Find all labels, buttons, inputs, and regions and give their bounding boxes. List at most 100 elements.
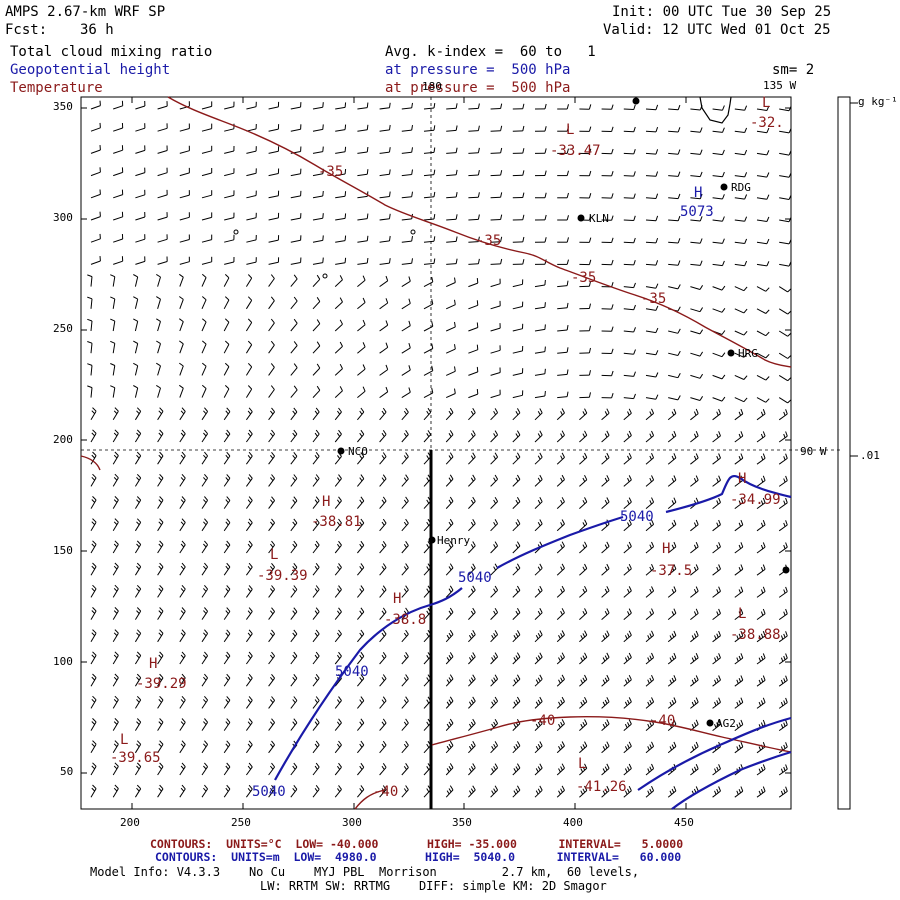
- extremum-letter: H: [393, 591, 402, 607]
- extremum-letter: L: [762, 95, 771, 111]
- init-time: Init: 00 UTC Tue 30 Sep 25: [612, 4, 832, 20]
- field-cloud-mixing: Total cloud mixing ratio: [10, 44, 213, 60]
- y-tick-label: 250: [53, 322, 73, 335]
- x-tick-label: 400: [563, 816, 583, 829]
- height-label: 5040: [458, 570, 492, 586]
- extremum-value: -39.39: [257, 568, 308, 584]
- temp-label: -40: [650, 713, 676, 729]
- height-contour-info: CONTOURS: UNITS=m LOW= 4980.0 HIGH= 5040…: [155, 850, 682, 864]
- station-label-nco: NCO: [348, 445, 368, 458]
- y-tick-label: 50: [60, 765, 74, 778]
- model-title: AMPS 2.67-km WRF SP: [5, 4, 166, 20]
- temperature-contour-info: CONTOURS: UNITS=°C LOW= -40.000 HIGH= -3…: [150, 837, 684, 851]
- x-tick-label: 250: [231, 816, 251, 829]
- station-label-henry: Henry: [437, 534, 471, 547]
- station-dot-hrg: [727, 349, 735, 357]
- temp-contour-minus35: [167, 96, 792, 368]
- temp-label: -40: [373, 784, 399, 800]
- temp-label: -35: [571, 270, 597, 286]
- temp-label: -40: [530, 713, 556, 729]
- temp-contour-edge: [80, 455, 101, 471]
- station-dot-kln: [577, 214, 585, 222]
- station-dot-top: [632, 97, 640, 105]
- colorbar-value: .01: [860, 449, 880, 462]
- extremum-value: -37.5: [650, 563, 693, 579]
- station-dot-ag2: [706, 719, 714, 727]
- extremum-letter: H: [694, 185, 703, 201]
- x-tick-label: 350: [452, 816, 472, 829]
- station-label-kln: KLN: [589, 212, 609, 225]
- temp-label: -35: [641, 291, 667, 307]
- physics-info: LW: RRTM SW: RRTMG DIFF: simple KM: 2D S…: [260, 879, 607, 893]
- extremum-letter: L: [566, 122, 575, 138]
- temp-label: -35: [318, 164, 344, 180]
- station-label-hrg: HRG: [738, 347, 758, 360]
- station-label-rdg: RDG: [731, 181, 751, 194]
- meridian-135w-label: 135 W: [763, 79, 797, 92]
- extremum-letter: L: [578, 756, 587, 772]
- calm-wind-marker: [322, 273, 328, 279]
- calm-wind-marker: [233, 229, 239, 235]
- extremum-letter: L: [270, 547, 279, 563]
- height-contour-5040-b: [496, 515, 624, 569]
- x-tick-label: 200: [120, 816, 140, 829]
- field-cloud-level: Avg. k-index = 60 to 1: [385, 44, 596, 60]
- coastline: [699, 96, 732, 124]
- forecast-hour: 36 h: [80, 22, 114, 38]
- temp-contour-minus40-b: [354, 789, 386, 810]
- extremum-value: 5073: [680, 204, 714, 220]
- station-dot-edge: [782, 566, 790, 574]
- extremum-value: -39.65: [110, 750, 161, 766]
- extremum-letter: L: [120, 732, 129, 748]
- y-tick-label: 300: [53, 211, 73, 224]
- extremum-value: -33.47: [550, 143, 601, 159]
- smoothing-label: sm= 2: [772, 62, 815, 78]
- temperature-contours: [80, 96, 792, 810]
- temp-label: -35: [476, 233, 502, 249]
- field-temperature-level: at pressure = 500 hPa: [385, 80, 571, 96]
- y-tick-label: 350: [53, 100, 73, 113]
- extremum-value: -38.8: [384, 612, 427, 628]
- field-geopotential: Geopotential height: [10, 62, 171, 78]
- colorbar-frame: [837, 96, 851, 810]
- valid-time: Valid: 12 UTC Wed 01 Oct 25: [603, 22, 831, 38]
- station-label-ag2: AG2: [716, 717, 736, 730]
- extremum-value: -41.26: [576, 779, 627, 795]
- extremum-value: -32.: [750, 115, 784, 131]
- height-contour-5040: [274, 587, 463, 781]
- extremum-value: -38.81: [311, 514, 362, 530]
- forecast-label: Fcst:: [5, 22, 48, 38]
- meridian-180-label: 180: [422, 80, 442, 93]
- height-contour-4980-b: [671, 750, 792, 810]
- calm-wind-marker: [410, 229, 416, 235]
- height-contour-4980: [637, 716, 792, 791]
- height-contour-5040-c: [665, 474, 792, 514]
- extremum-letter: H: [149, 656, 158, 672]
- extremum-value: -38.88: [730, 627, 781, 643]
- y-tick-label: 150: [53, 544, 73, 557]
- x-tick-label: 300: [342, 816, 362, 829]
- temp-contour-minus40: [431, 716, 792, 753]
- y-tick-label: 200: [53, 433, 73, 446]
- extremum-value: -39.29: [136, 676, 187, 692]
- extremum-letter: H: [738, 471, 747, 487]
- extremum-letter: L: [738, 606, 747, 622]
- meridian-90w-label: 90 W: [800, 445, 827, 458]
- extremum-letter: H: [322, 494, 331, 510]
- field-temperature: Temperature: [10, 80, 103, 96]
- height-label: 5040: [620, 509, 654, 525]
- field-geopotential-level: at pressure = 500 hPa: [385, 62, 571, 78]
- extremum-value: -34.99: [730, 492, 781, 508]
- y-tick-label: 100: [53, 655, 73, 668]
- model-info: Model Info: V4.3.3 No Cu MYJ PBL Morriso…: [90, 865, 640, 879]
- plot-frame: [80, 96, 792, 810]
- colorbar-units: g kg⁻¹: [858, 95, 898, 108]
- station-dot-rdg: [720, 183, 728, 191]
- height-contours: [274, 474, 792, 810]
- station-dot-nco: [337, 447, 345, 455]
- height-label: 5040: [335, 664, 369, 680]
- extremum-letter: H: [662, 541, 671, 557]
- station-dot-henry: [428, 536, 436, 544]
- height-label: 5040: [252, 784, 286, 800]
